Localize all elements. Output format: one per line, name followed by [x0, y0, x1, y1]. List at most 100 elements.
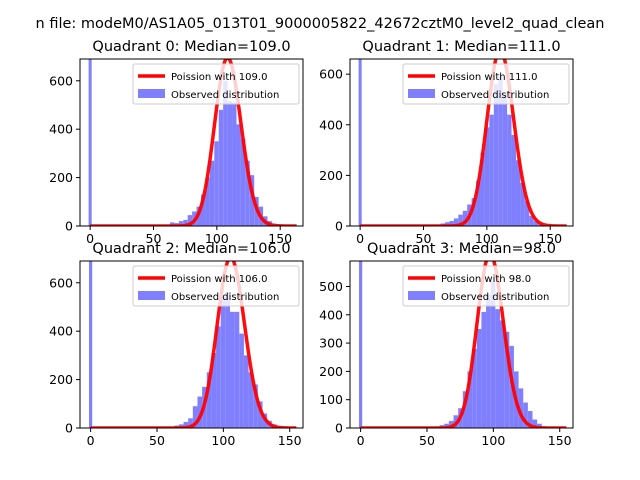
hist-bar — [462, 391, 468, 428]
legend-box — [132, 63, 300, 105]
hist-bar — [206, 372, 212, 428]
figure-title: n file: modeM0/AS1A05_013T01_9000005822_… — [36, 16, 605, 32]
x-tick-label: 100 — [475, 231, 499, 246]
y-tick-label: 0 — [335, 421, 343, 436]
hist-bar — [240, 138, 246, 226]
hist-bar — [201, 194, 206, 226]
hist-bar — [502, 94, 508, 226]
hist-bar — [511, 134, 516, 226]
x-tick-label: 50 — [419, 433, 435, 448]
axes-frame — [79, 260, 304, 429]
hist-bar — [225, 292, 230, 428]
x-tick-label: 150 — [538, 231, 562, 246]
hist-bar — [520, 182, 525, 226]
y-tick-label: 400 — [49, 324, 73, 339]
hist-bar — [234, 311, 240, 428]
x-tick-label: 150 — [548, 433, 572, 448]
hist-bar — [220, 297, 226, 428]
hist-bar — [216, 326, 221, 428]
hist-bar — [253, 384, 258, 428]
y-tick-label: 0 — [335, 219, 343, 234]
hist-bar — [499, 320, 505, 428]
hist-bar — [245, 160, 250, 226]
hist-bar — [249, 175, 255, 226]
hist-bar — [243, 355, 249, 428]
y-tick-label: 500 — [319, 279, 343, 294]
y-tick-label: 200 — [49, 170, 73, 185]
x-tick-label: 0 — [357, 433, 365, 448]
hist-bar — [533, 220, 539, 226]
legend: Poission with 111.0 Observed distribution — [402, 63, 570, 105]
hist-bar — [178, 221, 184, 226]
plot-area — [88, 59, 298, 226]
poisson-curve — [360, 261, 567, 428]
x-tick-label: 50 — [146, 231, 162, 246]
hist-bar — [197, 396, 203, 428]
hist-bar — [472, 348, 477, 428]
hist-bar — [537, 423, 542, 428]
legend-entry: Observed distribution — [171, 90, 279, 101]
hist-bar — [183, 219, 188, 226]
poisson-curve — [90, 261, 297, 428]
x-tick-label: 150 — [278, 433, 302, 448]
hist-bar — [529, 215, 534, 226]
legend-entry: Poission with 111.0 — [441, 72, 537, 83]
hist-bar — [484, 127, 490, 226]
hist-bar — [229, 311, 235, 428]
hist-bar — [518, 388, 524, 428]
hist-bar — [486, 294, 491, 428]
legend-entry: Poission with 98.0 — [441, 274, 531, 285]
y-tick-label: 0 — [65, 219, 73, 234]
y-tick-label: 600 — [49, 275, 73, 290]
hist-bar — [183, 421, 189, 428]
hist-bar — [445, 222, 450, 226]
hist-bar — [187, 215, 193, 226]
hist-bar — [527, 411, 533, 428]
x-tick-label: 0 — [356, 231, 364, 246]
hist-bar — [462, 210, 468, 226]
panel-title: Quadrant 1: Median=111.0 — [362, 39, 560, 55]
y-tick-label: 400 — [319, 307, 343, 322]
legend-entry: Observed distribution — [441, 292, 549, 303]
hist-bar — [205, 177, 210, 226]
axes-frame — [79, 58, 304, 227]
plot-area — [358, 59, 568, 226]
hist-bar — [493, 84, 499, 226]
hist-bar — [236, 124, 241, 226]
hist-bar — [192, 406, 198, 428]
hist-bar — [214, 141, 219, 226]
x-tick-label: 100 — [211, 433, 235, 448]
panel-3: 0 50 100 150 0 100 200 300 400 500 Quadrant 3: Med… — [319, 241, 574, 448]
plot-area — [89, 261, 297, 428]
legend-entry: Poission with 109.0 — [171, 72, 267, 83]
axes-frame — [349, 58, 574, 227]
hist-bar — [498, 76, 503, 226]
x-tick-label: 150 — [268, 231, 292, 246]
hist-bar — [218, 109, 224, 226]
poisson-curve — [359, 59, 568, 226]
y-tick-label: 400 — [49, 122, 73, 137]
hist-bar — [248, 372, 254, 428]
y-tick-label: 400 — [319, 117, 343, 132]
hist-bar — [481, 311, 487, 428]
zero-bin-bar — [359, 261, 363, 428]
legend: Poission with 109.0 Observed distribution — [132, 63, 300, 105]
hist-bar — [453, 218, 459, 226]
legend-patch-swatch — [408, 291, 435, 300]
y-tick-label: 600 — [49, 73, 73, 88]
y-tick-label: 200 — [319, 168, 343, 183]
x-tick-label: 50 — [149, 433, 165, 448]
hist-bar — [257, 401, 263, 428]
hist-bar — [239, 333, 244, 428]
legend-entry: Observed distribution — [171, 292, 279, 303]
legend: Poission with 106.0 Observed distribution — [132, 265, 300, 307]
y-tick-label: 600 — [319, 67, 343, 82]
x-tick-label: 100 — [481, 433, 505, 448]
hist-bar — [227, 101, 233, 226]
panel-title: Quadrant 3: Median=98.0 — [367, 241, 556, 257]
hist-bar — [444, 423, 449, 428]
zero-bin-bar — [358, 59, 362, 226]
hist-bar — [507, 114, 512, 226]
hist-bar — [448, 420, 454, 428]
